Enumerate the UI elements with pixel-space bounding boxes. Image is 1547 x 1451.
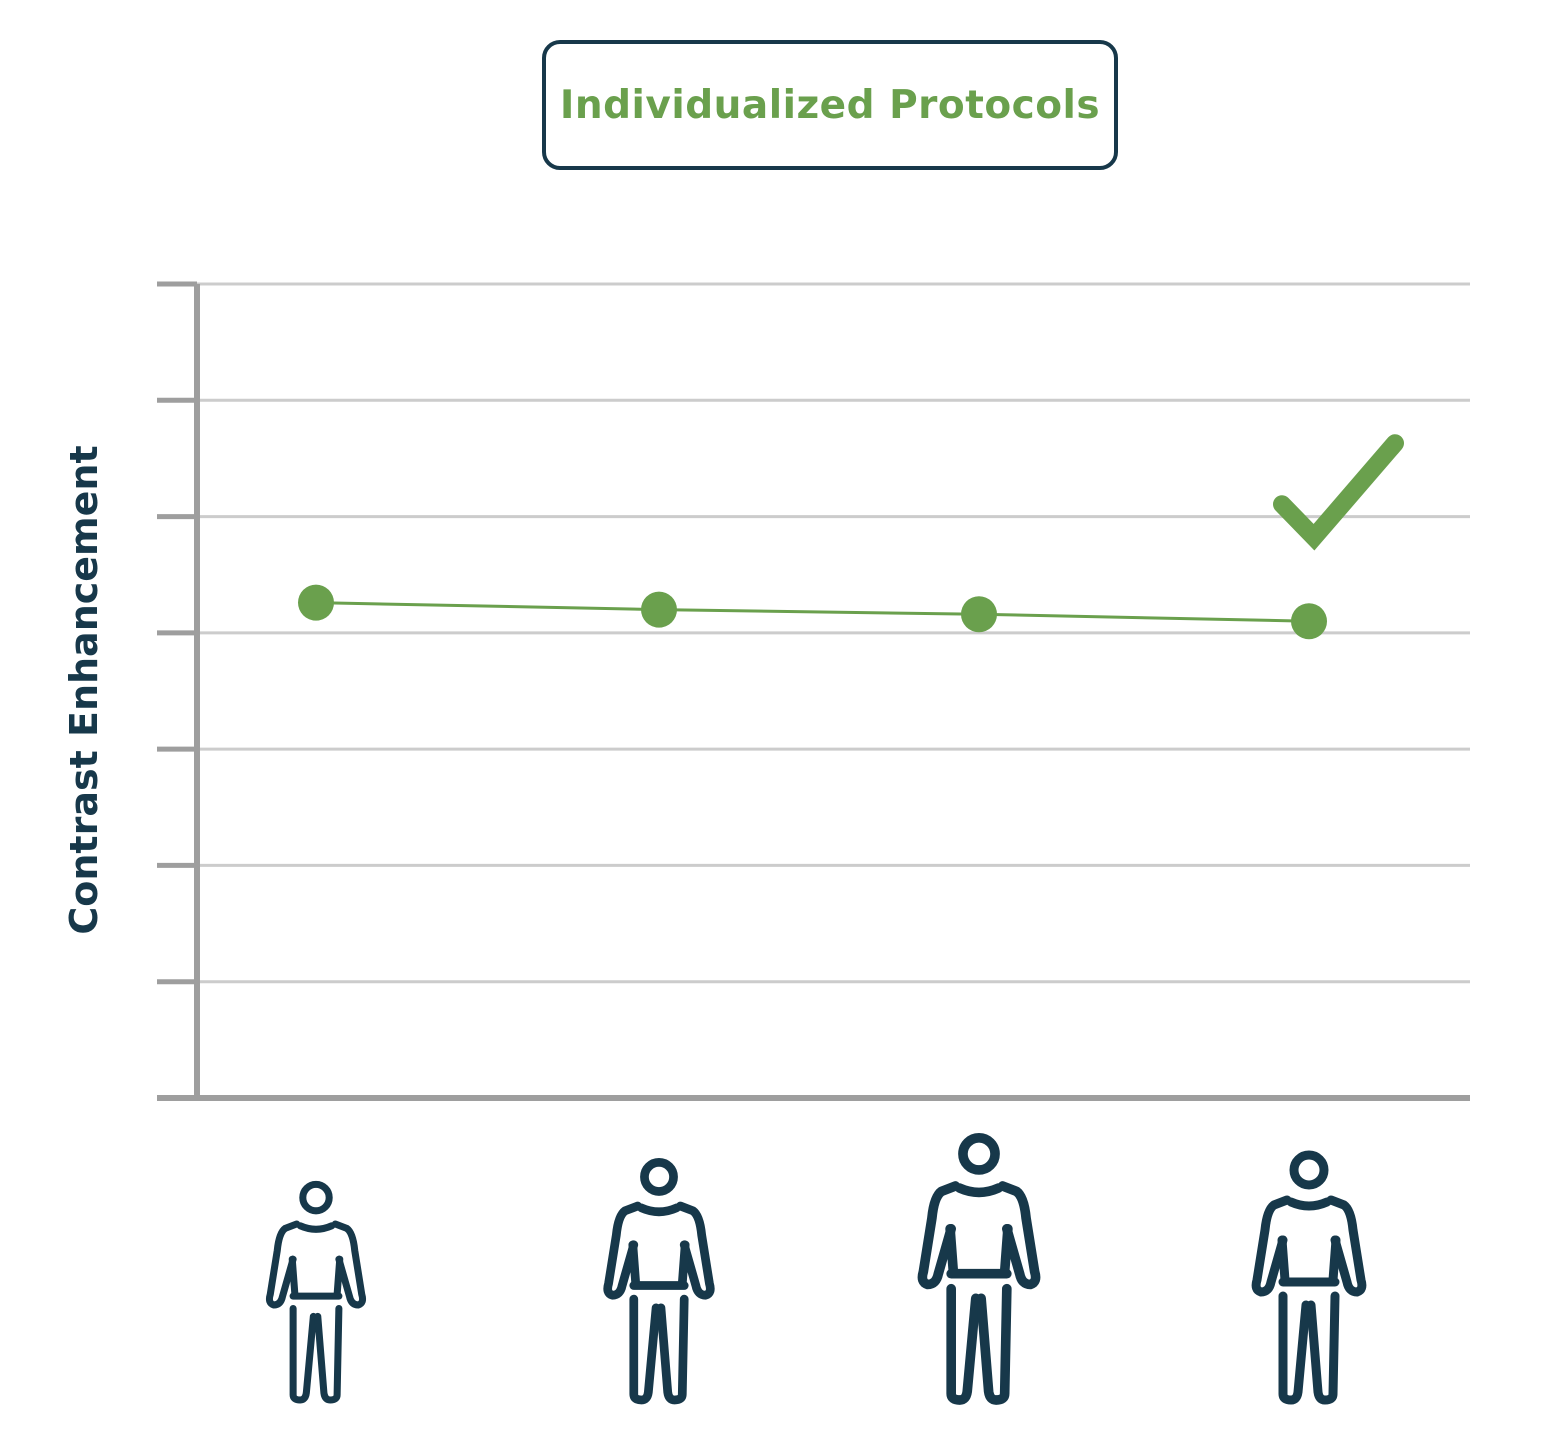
axes (157, 281, 1470, 1101)
person-neck (637, 1203, 681, 1217)
series-line (315, 601, 1310, 623)
data-point (961, 596, 997, 633)
person-right-leg (656, 1294, 689, 1405)
person-left-side (945, 1223, 959, 1277)
person-right-leg (976, 1283, 1012, 1405)
person-icon (603, 1157, 715, 1405)
gridlines (197, 282, 1470, 984)
person-right-arm (1326, 1195, 1367, 1297)
person-left-side (1277, 1235, 1290, 1285)
person-right-side (1328, 1235, 1341, 1285)
category-icons (265, 1133, 1367, 1405)
person-left-leg (946, 1283, 981, 1405)
person-right-side (333, 1255, 344, 1298)
person-left-arm (603, 1201, 643, 1300)
checkmark-icon (1273, 434, 1404, 551)
person-head (958, 1133, 1000, 1175)
person-head (1289, 1150, 1329, 1190)
person-icon (265, 1180, 367, 1404)
person-left-side (628, 1240, 641, 1288)
person-neck (1286, 1197, 1332, 1211)
person-left-side (288, 1255, 299, 1298)
person-neck (296, 1222, 336, 1233)
person-right-leg (314, 1304, 343, 1404)
data-point (298, 584, 334, 621)
person-right-arm (675, 1201, 715, 1300)
data-point (641, 591, 677, 628)
person-left-arm (1251, 1195, 1292, 1297)
person-icon (917, 1133, 1041, 1405)
person-right-side (999, 1223, 1013, 1277)
person-left-leg (629, 1294, 661, 1405)
chart-title-box: Individualized Protocols (542, 40, 1118, 170)
annotations (1273, 434, 1404, 551)
person-icon (1251, 1150, 1367, 1405)
person-right-side (677, 1240, 690, 1288)
person-right-arm (331, 1220, 367, 1309)
person-head (640, 1157, 678, 1196)
chart-title: Individualized Protocols (559, 82, 1101, 128)
person-head (299, 1180, 333, 1215)
person-neck (954, 1183, 1004, 1198)
person-left-arm (265, 1220, 301, 1309)
person-left-leg (289, 1304, 317, 1404)
person-left-arm (917, 1181, 961, 1290)
data-point (1291, 603, 1327, 640)
person-right-leg (1306, 1291, 1340, 1405)
series (298, 584, 1327, 640)
person-right-arm (997, 1181, 1041, 1290)
person-left-leg (1278, 1291, 1311, 1405)
